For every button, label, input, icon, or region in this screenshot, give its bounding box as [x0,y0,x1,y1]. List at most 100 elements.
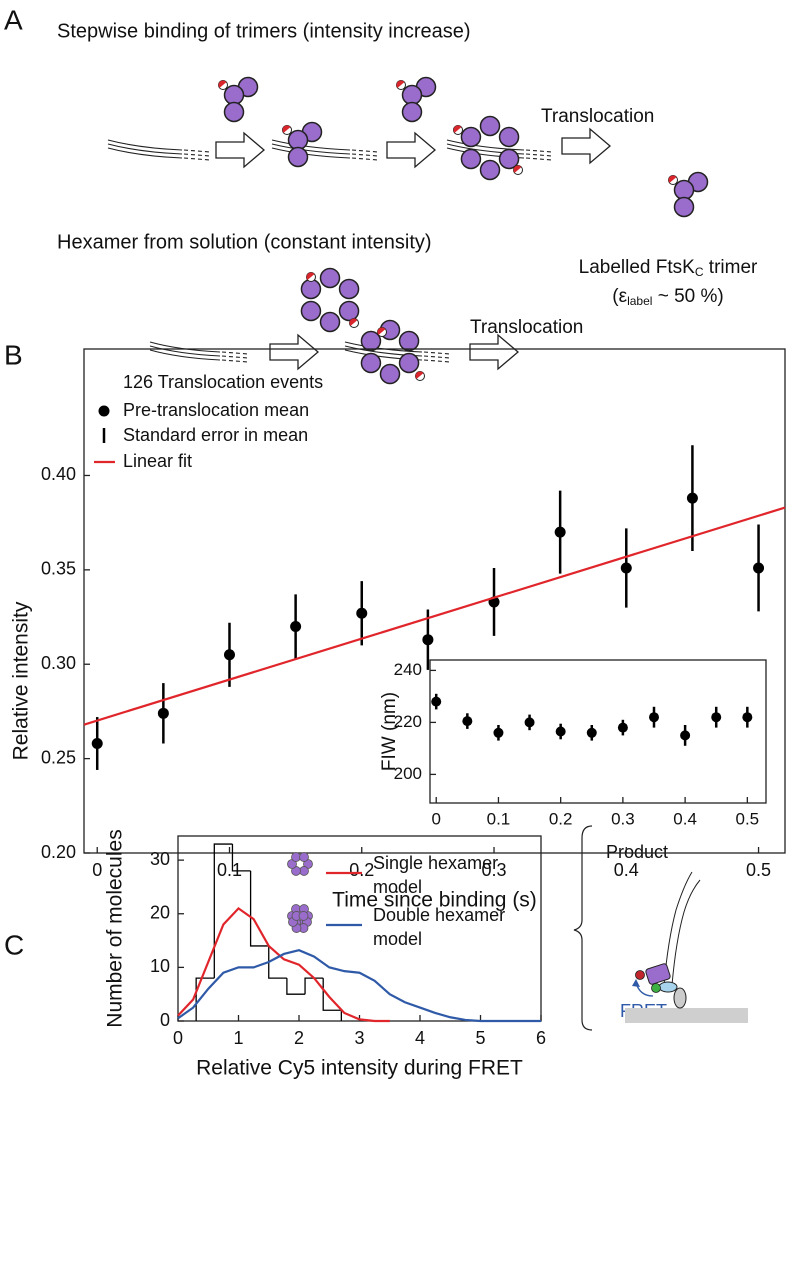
diagram-label: (εlabel ~ 50 %) [612,286,723,308]
x-tick-label: 0.4 [673,809,697,828]
x-axis-label: Relative Cy5 intensity during FRET [196,1057,523,1080]
subunit [338,300,360,322]
dna [183,149,211,153]
histogram-bar [213,843,233,979]
arrow [469,333,520,371]
y-tick-label: 0.25 [41,747,76,767]
data-point [422,634,434,646]
fluorophore [377,327,386,335]
x-tick-label: 0.3 [611,809,635,828]
x-tick-label: 3 [354,1028,364,1048]
dna [525,157,553,161]
dna [107,139,183,151]
legend-entry: Standard error in mean [123,425,308,445]
subunit [287,129,309,151]
arrow [215,131,266,169]
subunit [300,300,322,322]
y-tick-label: 0 [160,1010,170,1030]
y-tick-label: 0.20 [41,842,76,862]
diagram-label: Translocation [541,106,654,127]
x-tick-label: 0.2 [549,809,573,828]
model-curve [177,906,390,1023]
dna [149,345,221,357]
dna [351,149,379,153]
subunit [401,84,423,106]
arrow [386,131,437,169]
dna [525,153,553,157]
panel-letter: B [4,339,23,370]
fluorophore [349,318,358,326]
x-tick-label: 0.5 [736,809,760,828]
histogram-bar [286,978,306,995]
x-tick-label: 0 [173,1028,183,1048]
data-point [686,492,698,504]
dna [423,359,451,363]
label-part: label [627,294,652,308]
subunit [673,196,695,218]
x-tick-label: 0.3 [482,860,507,880]
label-part: ~ 50 %) [652,286,723,307]
fluorophore [415,371,424,379]
legend-icon [299,852,309,862]
panel-letter: C [4,929,24,960]
bracket [573,825,593,1031]
data-point [620,562,632,574]
legend-entry: Double hexamer model [373,905,506,949]
dna [221,351,249,355]
dna [671,879,701,986]
x-axis-label: Time since binding (s) [332,889,537,912]
histogram-bar [322,978,342,1021]
fit-line [83,506,786,726]
model-curve [177,949,541,1023]
histogram-bar [249,870,269,947]
data-point [493,727,504,738]
label-part: (ε [612,286,627,307]
y-tick-label: 0.35 [41,559,76,579]
dna [221,359,249,363]
legend-entry: Pre-translocation mean [123,400,309,420]
data-point [91,738,103,750]
subunit [379,363,401,385]
subunit [319,267,341,289]
fluorophore [306,272,315,280]
x-tick-label: 1 [233,1028,243,1048]
fluorophore [282,125,291,133]
protein [645,963,671,985]
y-tick-label: 220 [394,712,422,731]
data-point [431,696,442,707]
diagram-title: Stepwise binding of trimers (intensity i… [57,20,471,42]
subunit [300,278,322,300]
y-tick-label: 200 [394,764,422,783]
y-axis-label: Number of molecules [104,829,127,1027]
subunit [398,330,420,352]
plot-frame [429,659,767,804]
subunit [360,330,382,352]
label-part: C [695,265,704,279]
x-tick-label: 6 [536,1028,546,1048]
y-axis-label: FIW (nm) [379,692,400,771]
protein [658,981,678,993]
dna [107,143,183,155]
label-part: Labelled FtsK [579,257,696,278]
x-tick-label: 0.1 [217,860,242,880]
data-point [356,607,368,619]
subunit [498,148,520,170]
y-tick-label: 30 [150,849,170,869]
arrow [269,333,320,371]
dna [149,349,221,361]
panel-letter: A [4,4,23,35]
dna [663,871,693,986]
data-point [586,727,597,738]
subunit [398,352,420,374]
surface [625,1008,748,1023]
histogram-bar [195,977,215,1021]
subunit [460,126,482,148]
x-tick-label: 0 [431,809,440,828]
data-point [554,526,566,538]
subunit [319,311,341,333]
data-point [555,726,566,737]
dna [423,351,451,355]
dna [351,153,379,157]
y-tick-label: 240 [394,660,422,679]
